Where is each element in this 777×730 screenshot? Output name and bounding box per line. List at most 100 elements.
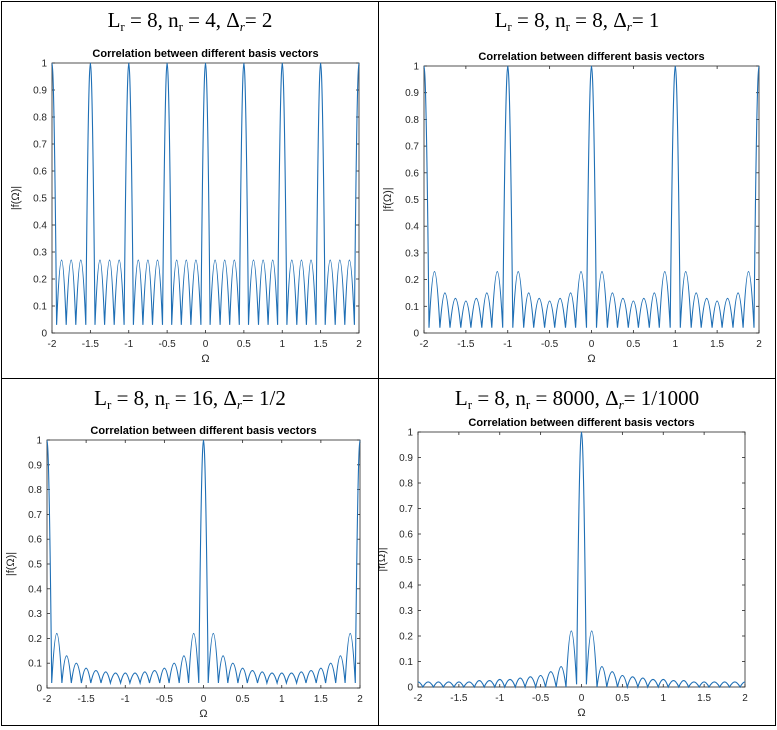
y-tick-label: 0	[41, 329, 47, 340]
series-line	[46, 439, 361, 686]
x-tick-label: -1	[124, 339, 133, 350]
panel-heading: Lr = 8, nr = 8000, Δr= 1/1000	[454, 386, 700, 412]
x-tick-label: 0.5	[237, 339, 251, 350]
y-tick-label: 0.2	[28, 634, 42, 645]
y-tick-label: 0.4	[28, 584, 42, 595]
y-tick-label: 0.8	[33, 113, 47, 124]
y-tick-label: 0.3	[28, 609, 42, 620]
x-tick-label: 1.5	[697, 693, 711, 704]
x-tick-label: 1.5	[314, 339, 328, 350]
chart-4: Correlation between different basis vect…	[376, 417, 748, 719]
axes-box	[51, 62, 360, 334]
series-line	[51, 62, 360, 325]
x-tick-label: -0.5	[156, 694, 174, 705]
y-tick-label: 0.8	[399, 479, 413, 490]
plot-title: Correlation between different basis vect…	[468, 417, 694, 429]
x-tick-label: -1.5	[82, 339, 100, 350]
y-axis-label: |f(Ω)|	[10, 186, 22, 210]
y-tick-label: 0.4	[399, 581, 413, 592]
y-tick-label: 0.2	[399, 632, 413, 643]
x-tick-label: -0.5	[541, 339, 559, 350]
y-tick-label: 1	[407, 428, 413, 439]
y-tick-label: 0.9	[399, 453, 413, 464]
plot-title: Correlation between different basis vect…	[92, 48, 318, 60]
x-tick-label: 2	[756, 339, 762, 350]
y-tick-label: 0.7	[28, 510, 42, 521]
grid-border-top	[1, 1, 776, 2]
x-axis-label: Ω	[199, 708, 207, 720]
axes-box	[46, 439, 361, 689]
x-tick-label: 0	[579, 693, 585, 704]
y-axis-label: |f(Ω)|	[379, 547, 388, 571]
y-tick-label: 0.7	[405, 142, 419, 153]
x-tick-label: 0	[201, 694, 207, 705]
y-tick-label: 0.1	[33, 302, 47, 313]
x-tick-label: 1.5	[710, 339, 724, 350]
grid-border-left	[1, 1, 2, 726]
y-tick-label: 0.5	[399, 555, 413, 566]
y-tick-label: 0	[407, 683, 413, 694]
x-tick-label: -2	[414, 693, 423, 704]
x-tick-label: 2	[742, 693, 748, 704]
grid-divider-vertical	[378, 1, 379, 726]
x-tick-label: -2	[420, 339, 429, 350]
plot-title: Correlation between different basis vect…	[478, 51, 704, 63]
x-tick-label: 1	[660, 693, 666, 704]
y-tick-label: 1	[36, 436, 42, 447]
panel-1: Lr = 8, nr = 4, Δr= 2 Correlation betwee…	[2, 2, 378, 378]
x-tick-label: 1	[672, 339, 678, 350]
y-tick-label: 0.8	[28, 485, 42, 496]
y-tick-label: 0.1	[405, 302, 419, 313]
x-tick-label: -1.5	[78, 694, 96, 705]
y-tick-label: 0.1	[399, 657, 413, 668]
y-tick-label: 0.9	[28, 460, 42, 471]
chart-3: Correlation between different basis vect…	[5, 425, 363, 720]
y-axis-label: |f(Ω)|	[382, 187, 394, 211]
y-tick-label: 0.4	[405, 222, 419, 233]
x-tick-label: 1.5	[314, 694, 328, 705]
y-tick-label: 0.2	[405, 275, 419, 286]
grid-divider-horizontal	[1, 378, 776, 379]
y-tick-label: 0.6	[405, 168, 419, 179]
x-tick-label: 0.5	[615, 693, 629, 704]
x-tick-label: -1	[121, 694, 130, 705]
panel-heading: Lr = 8, nr = 16, Δr= 1/2	[94, 386, 286, 412]
y-tick-label: 1	[413, 62, 419, 73]
x-tick-label: -1	[495, 693, 504, 704]
y-tick-label: 0.6	[399, 530, 413, 541]
x-tick-label: -2	[43, 694, 52, 705]
y-tick-label: 0.2	[33, 275, 47, 286]
y-tick-label: 0.4	[33, 221, 47, 232]
x-tick-label: 1	[279, 694, 285, 705]
y-tick-label: 0.3	[405, 248, 419, 259]
x-tick-label: -0.5	[159, 339, 177, 350]
y-tick-label: 0.5	[33, 194, 47, 205]
x-axis-label: Ω	[577, 707, 585, 719]
axes-box	[423, 65, 760, 334]
y-axis-label: |f(Ω)|	[5, 552, 17, 576]
x-tick-label: -0.5	[532, 693, 550, 704]
panel-3: Lr = 8, nr = 16, Δr= 1/2 Correlation bet…	[2, 379, 378, 725]
panel-2: Lr = 8, nr = 8, Δr= 1 Correlation betwee…	[379, 2, 775, 378]
y-tick-label: 0.7	[33, 140, 47, 151]
x-tick-label: 2	[357, 694, 363, 705]
panel-4: Lr = 8, nr = 8000, Δr= 1/1000 Correlatio…	[376, 379, 775, 725]
chart-2: Correlation between different basis vect…	[382, 51, 762, 365]
y-tick-label: 1	[41, 59, 47, 70]
panel-heading: Lr = 8, nr = 8, Δr= 1	[494, 8, 660, 34]
x-tick-label: -1.5	[457, 339, 475, 350]
y-tick-label: 0.6	[28, 535, 42, 546]
chart-1: Correlation between different basis vect…	[10, 48, 362, 365]
axes-box	[417, 431, 746, 688]
x-tick-label: 0.5	[626, 339, 640, 350]
y-tick-label: 0.1	[28, 659, 42, 670]
y-tick-label: 0	[413, 329, 419, 340]
x-tick-label: -2	[48, 339, 57, 350]
y-tick-label: 0.5	[405, 195, 419, 206]
series-line	[423, 65, 760, 328]
x-axis-label: Ω	[587, 353, 595, 365]
y-tick-label: 0.7	[399, 504, 413, 515]
x-tick-label: 2	[356, 339, 362, 350]
x-tick-label: 0	[203, 339, 209, 350]
